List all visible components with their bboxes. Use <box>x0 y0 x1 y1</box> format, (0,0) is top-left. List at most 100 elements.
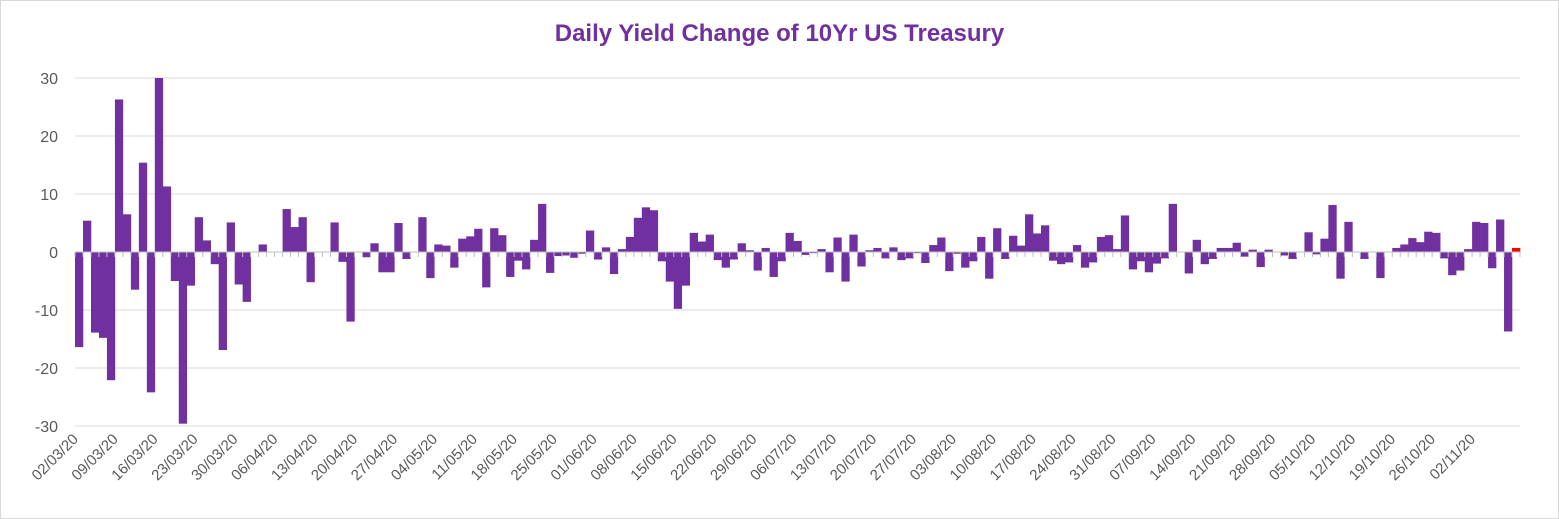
bar <box>1488 252 1497 269</box>
bar <box>1088 252 1098 263</box>
bar <box>1320 238 1329 252</box>
bar <box>362 252 371 258</box>
bar <box>849 234 858 252</box>
bar <box>1232 242 1241 252</box>
bar <box>458 238 467 252</box>
bar <box>1360 252 1369 259</box>
bar <box>90 252 100 333</box>
bar <box>1288 252 1297 259</box>
bar <box>426 252 435 279</box>
bar <box>673 252 683 309</box>
bar <box>98 252 108 338</box>
bar <box>554 252 563 257</box>
bar <box>825 252 834 273</box>
bar <box>1344 221 1353 252</box>
bar <box>1096 236 1106 252</box>
bar <box>1208 252 1217 259</box>
bar <box>1048 252 1058 261</box>
bar <box>306 252 315 283</box>
bar <box>154 78 164 252</box>
bar <box>1224 247 1233 252</box>
bar <box>1001 252 1010 259</box>
bar <box>298 217 307 252</box>
bar <box>921 252 930 264</box>
bar <box>865 250 874 252</box>
bar <box>665 252 675 282</box>
bar <box>482 252 491 288</box>
bar <box>1104 235 1114 252</box>
bar-highlight <box>1512 247 1521 252</box>
bar <box>777 252 786 262</box>
bar <box>1144 252 1154 273</box>
bar <box>1136 252 1146 262</box>
bar <box>649 210 659 252</box>
bar <box>1248 249 1257 252</box>
bar <box>114 99 124 253</box>
bar <box>769 252 778 277</box>
bar <box>641 207 651 252</box>
bar <box>75 252 84 348</box>
bar <box>801 252 810 255</box>
bar <box>538 203 547 252</box>
y-tick-label: -30 <box>35 419 58 436</box>
bar <box>793 240 802 252</box>
bar <box>617 249 627 252</box>
bar <box>601 247 611 252</box>
bar <box>1017 245 1026 252</box>
bar <box>418 217 427 252</box>
bar <box>122 214 132 252</box>
bar <box>402 252 411 259</box>
bar <box>218 252 227 351</box>
bar <box>1312 252 1321 255</box>
bar <box>1009 235 1018 252</box>
bar <box>633 217 643 252</box>
bar <box>1264 249 1273 252</box>
bar <box>905 252 914 259</box>
bar <box>138 162 148 252</box>
bar <box>1072 245 1082 252</box>
bar <box>569 252 579 258</box>
y-tick-label: 30 <box>40 71 58 88</box>
bar <box>1240 252 1249 257</box>
bar <box>1376 252 1385 279</box>
bar <box>1280 252 1289 256</box>
chart-title: Daily Yield Change of 10Yr US Treasury <box>554 20 1005 47</box>
bar <box>1200 252 1209 265</box>
bar <box>1304 232 1313 252</box>
bar <box>1328 205 1337 252</box>
bar <box>817 249 826 252</box>
bar <box>737 243 746 252</box>
bar <box>929 245 938 252</box>
bar <box>977 236 986 252</box>
bar <box>913 252 922 254</box>
bar <box>897 252 906 261</box>
bar <box>1432 232 1441 252</box>
bar <box>282 209 291 252</box>
bar <box>625 236 635 252</box>
bar <box>82 220 92 252</box>
bar <box>857 252 866 267</box>
bar <box>937 237 946 252</box>
bar <box>130 252 140 290</box>
bar <box>969 252 978 262</box>
bar <box>194 217 204 252</box>
bar <box>945 252 954 272</box>
bar <box>1424 231 1433 252</box>
bar <box>697 241 706 252</box>
bar <box>841 252 850 282</box>
bar <box>258 244 267 252</box>
bar <box>721 252 730 268</box>
bar <box>705 234 714 252</box>
bar <box>1056 252 1066 265</box>
bar <box>1128 252 1138 270</box>
bar <box>1040 225 1050 252</box>
bar <box>761 247 770 252</box>
bar <box>577 252 587 254</box>
bar <box>490 228 499 252</box>
bar <box>1464 249 1473 252</box>
bar <box>290 227 299 252</box>
bar <box>689 232 698 252</box>
bar <box>1480 223 1489 252</box>
bar <box>106 252 116 381</box>
bar <box>1216 247 1225 252</box>
